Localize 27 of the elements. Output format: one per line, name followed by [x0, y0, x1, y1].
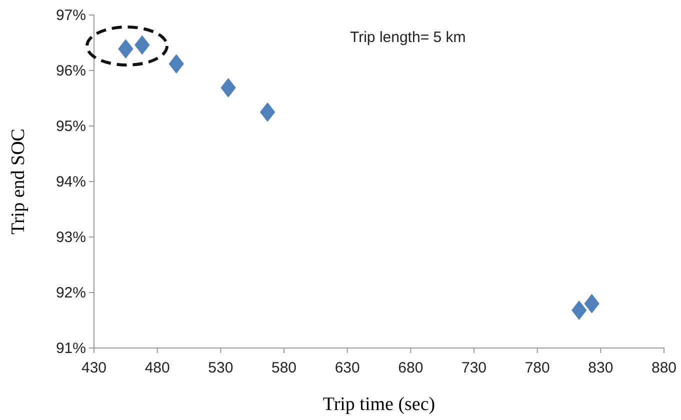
- point: [572, 300, 587, 320]
- x-tick-label: 780: [524, 360, 550, 376]
- y-axis-title: Trip end SOC: [8, 128, 29, 234]
- point: [260, 102, 276, 122]
- point: [118, 39, 134, 59]
- x-tick-label: 880: [651, 360, 677, 376]
- y-tick-label: 93%: [56, 228, 86, 246]
- point: [584, 294, 600, 314]
- y-tick-label: 91%: [56, 340, 86, 357]
- x-tick-label: 530: [208, 360, 234, 376]
- x-tick-label: 630: [334, 360, 360, 376]
- x-tick-label: 480: [144, 360, 170, 376]
- x-tick-label: 580: [271, 360, 297, 376]
- y-tick-label: 92%: [56, 284, 86, 302]
- y-tick-label: 97%: [56, 6, 86, 24]
- point: [134, 35, 150, 55]
- point: [220, 78, 236, 98]
- y-tick-label: 94%: [56, 173, 86, 190]
- x-axis-title: Trip time (sec): [322, 394, 436, 415]
- x-tick-label: 830: [588, 360, 614, 376]
- x-tick-label: 680: [398, 360, 424, 376]
- x-tick-label: 430: [81, 360, 107, 376]
- y-tick-label: 95%: [56, 118, 86, 135]
- annotation: Trip length= 5 km: [350, 29, 466, 46]
- y-tick-label: 96%: [56, 62, 86, 80]
- x-tick-label: 730: [461, 360, 487, 376]
- point: [168, 54, 184, 74]
